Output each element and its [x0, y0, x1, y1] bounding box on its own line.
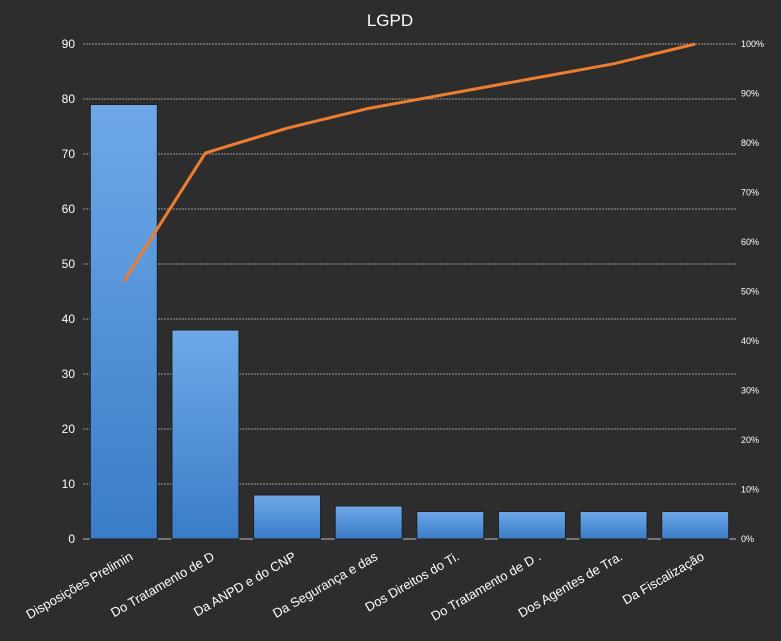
- y-tick-label: 80: [62, 92, 76, 106]
- y-tick-label: 90: [62, 37, 76, 51]
- y2-tick-label: 0%: [741, 534, 754, 544]
- y2-tick-label: 30%: [741, 386, 759, 396]
- y2-tick-label: 90%: [741, 89, 759, 99]
- y-tick-label: 50: [62, 257, 76, 271]
- y-axis-right: 0% 10% 20% 30% 40% 50% 60% 70% 80% 90% 100%: [741, 39, 764, 544]
- bar: [89, 104, 158, 540]
- y-tick-label: 10: [62, 477, 76, 491]
- cumulative-line: [122, 42, 696, 283]
- y2-tick-label: 10%: [741, 485, 759, 495]
- y-tick-label: 0: [68, 532, 75, 546]
- y2-tick-label: 70%: [741, 188, 759, 198]
- y-tick-label: 70: [62, 147, 76, 161]
- y-tick-label: 20: [62, 422, 76, 436]
- cumulative-line-series: [122, 42, 696, 283]
- y2-tick-label: 50%: [741, 287, 759, 297]
- bar-series: [89, 104, 730, 540]
- bar: [334, 505, 403, 540]
- y-tick-label: 30: [62, 367, 76, 381]
- y-tick-label: 40: [62, 312, 76, 326]
- y2-tick-label: 60%: [741, 237, 759, 247]
- bar: [661, 511, 730, 540]
- y2-tick-label: 80%: [741, 138, 759, 148]
- y2-tick-label: 40%: [741, 336, 759, 346]
- y-axis-left: 0 10 20 30 40 50 60 70 80 90: [62, 37, 76, 546]
- bar: [579, 511, 648, 540]
- y-tick-label: 60: [62, 202, 76, 216]
- bar: [497, 511, 566, 540]
- bar: [416, 511, 485, 540]
- bar: [253, 494, 322, 540]
- y2-tick-label: 100%: [741, 39, 764, 49]
- x-tick-label: Da Fiscalização: [620, 549, 707, 608]
- chart-title: LGPD: [367, 11, 413, 30]
- bar: [171, 329, 240, 540]
- y2-tick-label: 20%: [741, 435, 759, 445]
